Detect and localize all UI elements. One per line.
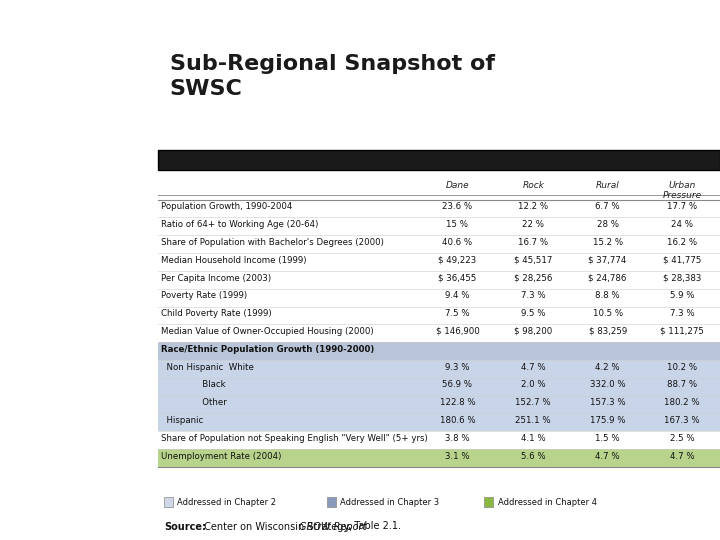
Text: $ 28,256: $ 28,256 — [514, 274, 552, 282]
Text: 4.7 %: 4.7 % — [670, 452, 694, 461]
Text: Non Hispanic  White: Non Hispanic White — [161, 363, 254, 372]
Text: $ 37,774: $ 37,774 — [588, 256, 627, 265]
Text: 9.5 %: 9.5 % — [521, 309, 546, 318]
Text: $ 98,200: $ 98,200 — [514, 327, 552, 336]
Text: 22 %: 22 % — [522, 220, 544, 229]
Text: 4.7 %: 4.7 % — [595, 452, 620, 461]
FancyBboxPatch shape — [158, 378, 720, 396]
FancyBboxPatch shape — [158, 449, 720, 467]
Text: 12.2 %: 12.2 % — [518, 202, 549, 211]
FancyBboxPatch shape — [158, 342, 720, 360]
Text: Addressed in Chapter 3: Addressed in Chapter 3 — [341, 498, 439, 507]
Text: 3.1 %: 3.1 % — [445, 452, 469, 461]
Text: $ 83,259: $ 83,259 — [588, 327, 627, 336]
Text: Child Poverty Rate (1999): Child Poverty Rate (1999) — [161, 309, 272, 318]
Text: 56.9 %: 56.9 % — [443, 381, 472, 389]
Text: 23.6 %: 23.6 % — [442, 202, 472, 211]
FancyBboxPatch shape — [327, 497, 336, 507]
Text: 2.5 %: 2.5 % — [670, 434, 694, 443]
Text: $ 111,275: $ 111,275 — [660, 327, 704, 336]
Text: $ 41,775: $ 41,775 — [663, 256, 701, 265]
Text: Share of Population with Bachelor's Degrees (2000): Share of Population with Bachelor's Degr… — [161, 238, 384, 247]
Text: 251.1 %: 251.1 % — [516, 416, 551, 425]
Text: 1.5 %: 1.5 % — [595, 434, 620, 443]
Text: 5.6 %: 5.6 % — [521, 452, 546, 461]
Text: Dane: Dane — [446, 181, 469, 190]
Text: 24 %: 24 % — [671, 220, 693, 229]
Text: Black: Black — [161, 381, 226, 389]
FancyBboxPatch shape — [158, 360, 720, 378]
Text: Sub-Regional Snapshot of
SWSC: Sub-Regional Snapshot of SWSC — [170, 54, 495, 99]
FancyBboxPatch shape — [158, 414, 720, 431]
Text: Share of Population not Speaking English "Very Well" (5+ yrs): Share of Population not Speaking English… — [161, 434, 428, 443]
Text: , Table 2.1.: , Table 2.1. — [348, 522, 401, 531]
Text: 17.7 %: 17.7 % — [667, 202, 697, 211]
Text: 2.0 %: 2.0 % — [521, 381, 546, 389]
FancyBboxPatch shape — [484, 497, 493, 507]
Text: 7.3 %: 7.3 % — [521, 292, 546, 300]
Text: Median Value of Owner-Occupied Housing (2000): Median Value of Owner-Occupied Housing (… — [161, 327, 374, 336]
Text: 88.7 %: 88.7 % — [667, 381, 697, 389]
Text: Unemployment Rate (2004): Unemployment Rate (2004) — [161, 452, 282, 461]
FancyBboxPatch shape — [158, 150, 720, 170]
Text: 4.2 %: 4.2 % — [595, 363, 620, 372]
Text: Center on Wisconsin Strategy,: Center on Wisconsin Strategy, — [200, 522, 355, 531]
Text: $ 45,517: $ 45,517 — [514, 256, 552, 265]
Text: 180.2 %: 180.2 % — [665, 399, 700, 407]
Text: 167.3 %: 167.3 % — [665, 416, 700, 425]
Text: 16.7 %: 16.7 % — [518, 238, 549, 247]
Text: 6.7 %: 6.7 % — [595, 202, 620, 211]
Text: 122.8 %: 122.8 % — [440, 399, 475, 407]
Text: Other: Other — [161, 399, 227, 407]
Text: Addressed in Chapter 4: Addressed in Chapter 4 — [498, 498, 597, 507]
Text: 15.2 %: 15.2 % — [593, 238, 623, 247]
Text: 3.8 %: 3.8 % — [445, 434, 469, 443]
Text: Source:: Source: — [164, 522, 206, 531]
Text: Race/Ethnic Population Growth (1990-2000): Race/Ethnic Population Growth (1990-2000… — [161, 345, 374, 354]
Text: GROW Report: GROW Report — [299, 522, 366, 531]
Text: 9.3 %: 9.3 % — [445, 363, 469, 372]
Text: Per Capita Income (2003): Per Capita Income (2003) — [161, 274, 271, 282]
Text: 157.3 %: 157.3 % — [590, 399, 626, 407]
Text: 152.7 %: 152.7 % — [516, 399, 551, 407]
Text: 332.0 %: 332.0 % — [590, 381, 626, 389]
Text: 28 %: 28 % — [597, 220, 618, 229]
Text: 4.1 %: 4.1 % — [521, 434, 546, 443]
Text: Addressed in Chapter 2: Addressed in Chapter 2 — [178, 498, 276, 507]
Text: 8.8 %: 8.8 % — [595, 292, 620, 300]
Text: Hispanic: Hispanic — [161, 416, 204, 425]
Text: 9.4 %: 9.4 % — [445, 292, 469, 300]
Text: 15 %: 15 % — [446, 220, 469, 229]
Text: $ 36,455: $ 36,455 — [438, 274, 477, 282]
Text: Ratio of 64+ to Working Age (20-64): Ratio of 64+ to Working Age (20-64) — [161, 220, 318, 229]
Text: Rural: Rural — [596, 181, 619, 190]
Text: 7.3 %: 7.3 % — [670, 309, 694, 318]
Text: 16.2 %: 16.2 % — [667, 238, 697, 247]
Text: 10.5 %: 10.5 % — [593, 309, 623, 318]
FancyBboxPatch shape — [164, 497, 173, 507]
Text: $ 146,900: $ 146,900 — [436, 327, 480, 336]
Text: 4.7 %: 4.7 % — [521, 363, 546, 372]
Text: Median Household Income (1999): Median Household Income (1999) — [161, 256, 307, 265]
Text: 5.9 %: 5.9 % — [670, 292, 694, 300]
Text: Population Growth, 1990-2004: Population Growth, 1990-2004 — [161, 202, 292, 211]
Text: $ 49,223: $ 49,223 — [438, 256, 477, 265]
Text: Poverty Rate (1999): Poverty Rate (1999) — [161, 292, 248, 300]
Text: Urban
Pressure: Urban Pressure — [662, 181, 702, 200]
Text: 175.9 %: 175.9 % — [590, 416, 626, 425]
Text: 7.5 %: 7.5 % — [445, 309, 469, 318]
Text: 180.6 %: 180.6 % — [440, 416, 475, 425]
Text: $ 24,786: $ 24,786 — [588, 274, 627, 282]
Text: 10.2 %: 10.2 % — [667, 363, 697, 372]
Text: Rock: Rock — [522, 181, 544, 190]
Text: 40.6 %: 40.6 % — [442, 238, 472, 247]
FancyBboxPatch shape — [158, 396, 720, 414]
Text: $ 28,383: $ 28,383 — [663, 274, 701, 282]
